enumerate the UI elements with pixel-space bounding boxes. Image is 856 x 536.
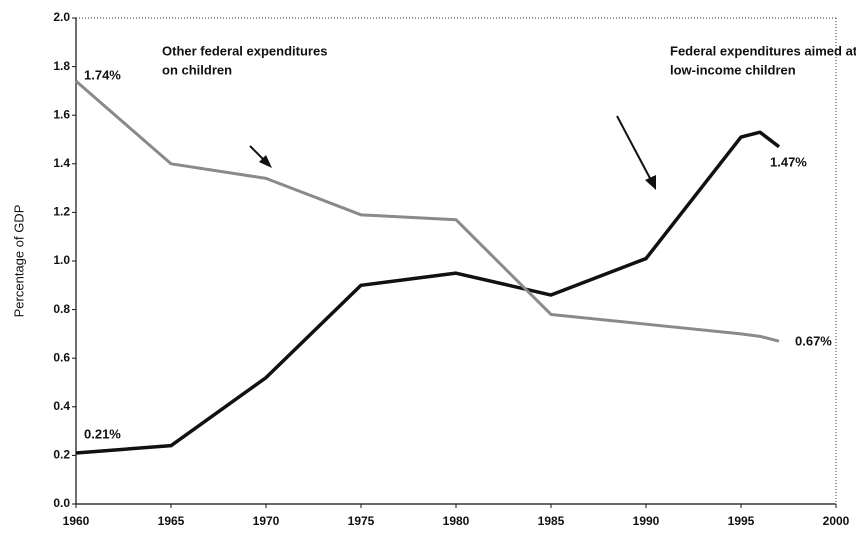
y-axis-label: Percentage of GDP <box>11 205 26 318</box>
y-tick-label: 0.0 <box>53 496 70 510</box>
y-tick-label: 0.8 <box>53 302 70 316</box>
annotation: Other federal expenditures <box>162 43 327 58</box>
y-tick-label: 2.0 <box>53 10 70 24</box>
series-line <box>75 80 780 343</box>
x-tick-label: 2000 <box>823 514 850 528</box>
x-tick-label: 1990 <box>633 514 660 528</box>
y-tick-label: 1.8 <box>53 59 70 73</box>
annotation-arrows <box>249 115 656 190</box>
y-tick-label: 1.6 <box>53 107 70 121</box>
arrowhead <box>259 155 272 168</box>
x-tick-label: 1960 <box>63 514 90 528</box>
y-tick-label: 1.4 <box>53 156 70 170</box>
annotation: low-income children <box>670 62 796 77</box>
y-tick-label: 0.4 <box>53 399 70 413</box>
annotation: on children <box>162 62 232 77</box>
x-tick-label: 1980 <box>443 514 470 528</box>
y-tick-label: 0.6 <box>53 350 70 364</box>
y-tick-label: 1.2 <box>53 205 70 219</box>
x-tick-label: 1965 <box>158 514 185 528</box>
arrow <box>616 115 653 183</box>
y-tick-label: 0.2 <box>53 448 70 462</box>
annotation: 0.21% <box>84 426 121 441</box>
annotation: Federal expenditures aimed at <box>670 43 856 58</box>
annotation: 1.74% <box>84 67 121 82</box>
x-tick-label: 1975 <box>348 514 375 528</box>
x-tick-label: 1970 <box>253 514 280 528</box>
x-tick-label: 1985 <box>538 514 565 528</box>
annotation: 1.47% <box>770 154 807 169</box>
series-line <box>75 130 781 455</box>
x-tick-label: 1995 <box>728 514 755 528</box>
annotation: 0.67% <box>795 333 832 348</box>
arrowhead <box>645 175 656 190</box>
y-tick-label: 1.0 <box>53 253 70 267</box>
